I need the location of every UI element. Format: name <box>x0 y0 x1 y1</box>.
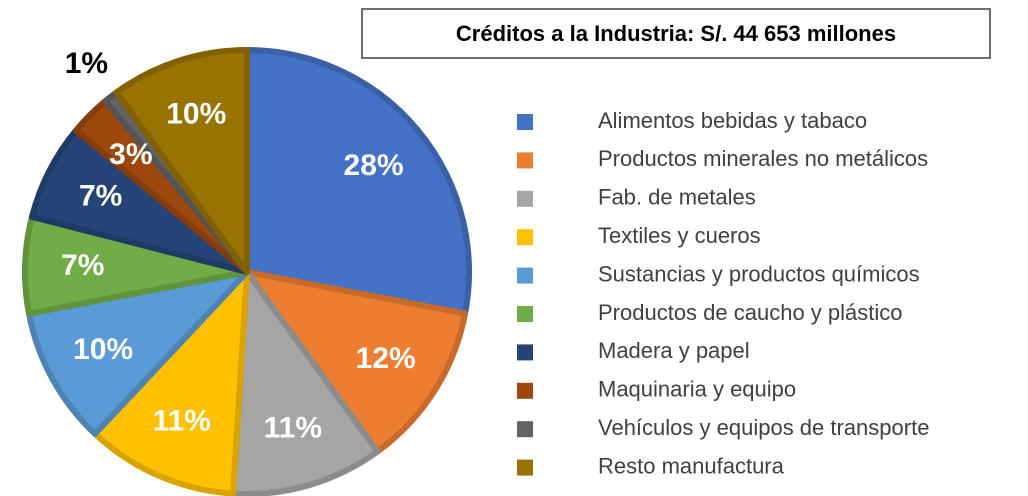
data-label: 7% <box>61 249 104 282</box>
data-label: 10% <box>166 98 226 131</box>
pie-slice <box>230 269 381 496</box>
pie-slice <box>92 269 250 496</box>
data-label: 11% <box>153 405 211 438</box>
legend-swatch <box>517 229 533 246</box>
legend-label: Productos de caucho y plástico <box>598 300 903 325</box>
data-label: 3% <box>109 138 152 171</box>
legend-label: Vehículos y equipos de transporte <box>598 415 929 440</box>
legend-swatch <box>517 382 533 399</box>
legend-swatch <box>517 306 533 322</box>
legend-label: Madera y papel <box>598 338 750 363</box>
data-label: 10% <box>73 333 133 366</box>
legend-swatch <box>517 459 533 476</box>
data-label: 11% <box>264 412 322 445</box>
legend-label: Maquinaria y equipo <box>598 377 796 402</box>
pie-slice <box>244 47 472 317</box>
legend-swatch <box>517 344 533 361</box>
data-label: 1% <box>65 47 108 80</box>
legend-swatch <box>517 114 533 130</box>
pie-slice <box>113 47 250 275</box>
legend-swatch <box>517 421 533 438</box>
legend-swatch <box>517 190 533 207</box>
data-label: 12% <box>356 342 416 375</box>
legend-label: Sustancias y productos químicos <box>598 261 920 286</box>
legend-label: Fab. de metales <box>598 185 756 210</box>
legend-swatch <box>517 267 533 284</box>
data-label: 28% <box>344 149 404 182</box>
data-label: 7% <box>79 179 122 212</box>
chart-title: Créditos a la Industria: S/. 44 653 mill… <box>456 21 896 46</box>
legend-label: Resto manufactura <box>598 453 785 478</box>
legend-label: Productos minerales no metálicos <box>598 146 928 171</box>
pie-slice <box>25 269 250 437</box>
legend-swatch <box>517 152 533 169</box>
pie-slice <box>244 269 469 455</box>
legend-label: Textiles y cueros <box>598 223 761 248</box>
legend-label: Alimentos bebidas y tabaco <box>598 108 867 133</box>
title-box <box>361 8 991 59</box>
